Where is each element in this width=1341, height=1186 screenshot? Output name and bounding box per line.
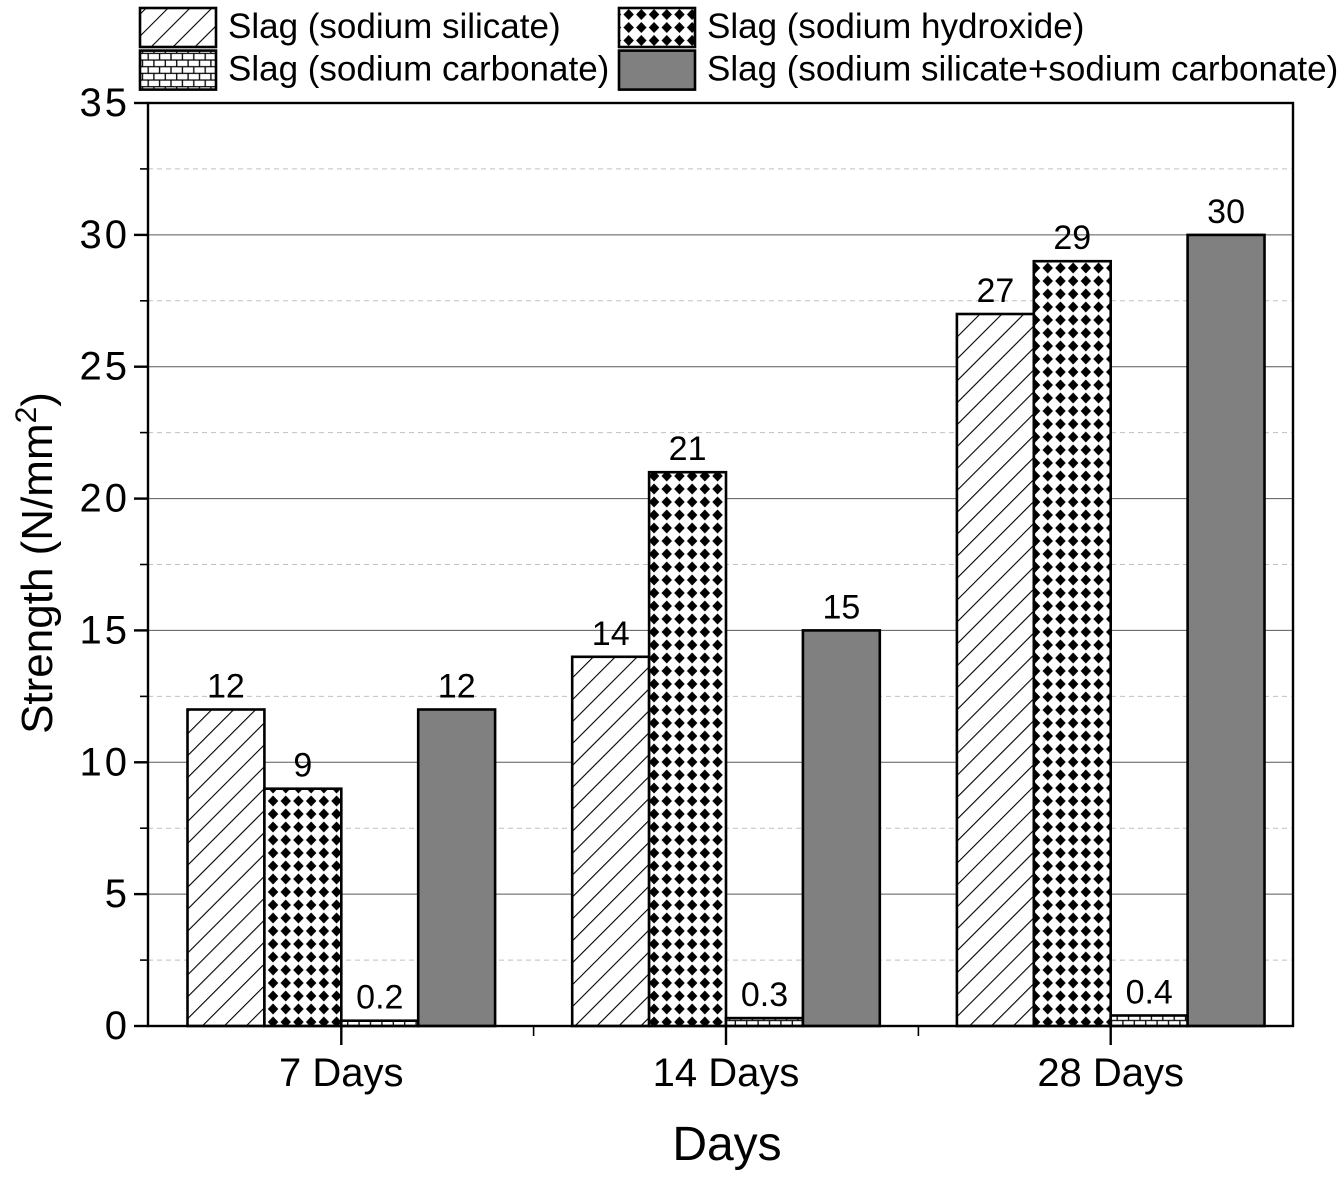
svg-text:14 Days: 14 Days bbox=[653, 1051, 800, 1095]
svg-text:0.2: 0.2 bbox=[356, 979, 403, 1017]
svg-text:0: 0 bbox=[105, 1004, 130, 1048]
svg-text:29: 29 bbox=[1053, 219, 1091, 257]
svg-text:Slag (sodium carbonate): Slag (sodium carbonate) bbox=[228, 50, 609, 89]
svg-text:15: 15 bbox=[822, 588, 860, 626]
svg-text:21: 21 bbox=[669, 430, 707, 468]
svg-text:Days: Days bbox=[672, 1118, 781, 1171]
svg-text:Slag (sodium silicate+sodium c: Slag (sodium silicate+sodium carbonate) bbox=[707, 50, 1338, 89]
svg-text:15: 15 bbox=[80, 608, 131, 652]
svg-text:Strength (N/mm2): Strength (N/mm2) bbox=[10, 392, 63, 734]
svg-text:Slag (sodium hydroxide): Slag (sodium hydroxide) bbox=[707, 7, 1084, 46]
svg-text:30: 30 bbox=[1207, 193, 1245, 231]
svg-text:25: 25 bbox=[80, 345, 131, 389]
svg-text:Slag (sodium silicate): Slag (sodium silicate) bbox=[228, 7, 561, 46]
svg-text:28 Days: 28 Days bbox=[1037, 1051, 1184, 1095]
svg-text:27: 27 bbox=[976, 272, 1014, 310]
svg-text:14: 14 bbox=[592, 615, 630, 653]
svg-text:0.3: 0.3 bbox=[741, 976, 788, 1014]
svg-text:9: 9 bbox=[293, 747, 312, 785]
svg-text:12: 12 bbox=[207, 668, 245, 706]
svg-text:35: 35 bbox=[80, 81, 131, 125]
svg-text:0.4: 0.4 bbox=[1126, 974, 1173, 1012]
svg-text:20: 20 bbox=[80, 477, 131, 521]
svg-text:30: 30 bbox=[80, 213, 131, 257]
svg-text:7 Days: 7 Days bbox=[279, 1051, 404, 1095]
svg-text:5: 5 bbox=[105, 872, 130, 916]
svg-text:12: 12 bbox=[438, 668, 476, 706]
svg-text:10: 10 bbox=[80, 740, 131, 784]
